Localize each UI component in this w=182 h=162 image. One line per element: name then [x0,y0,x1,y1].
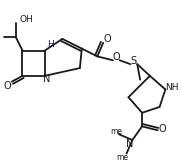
Text: OH: OH [20,15,33,24]
Text: O: O [159,124,166,134]
Text: O: O [3,81,11,91]
Text: O: O [103,34,111,44]
Text: O: O [112,52,120,62]
Text: S: S [130,56,136,66]
Text: N: N [126,139,133,149]
Text: NH: NH [165,83,179,92]
Text: H: H [47,40,54,49]
Text: me: me [117,153,129,162]
Text: me: me [110,127,122,136]
Text: N: N [43,74,50,84]
